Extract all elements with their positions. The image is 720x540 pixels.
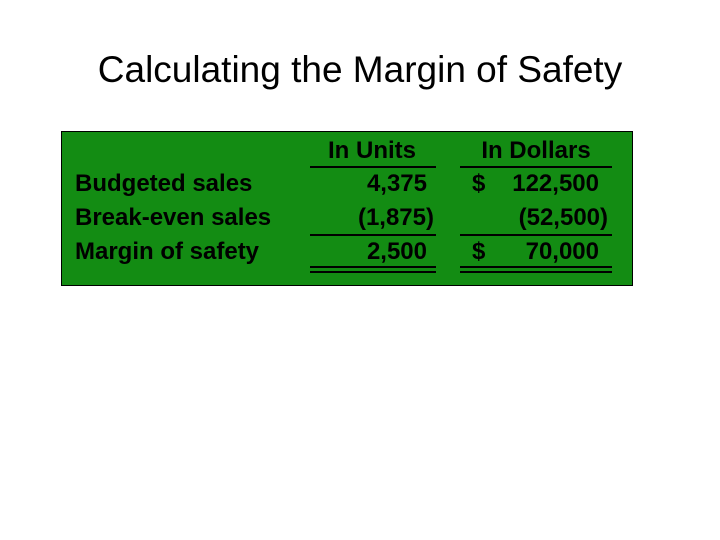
header-underline-units xyxy=(310,166,436,168)
break-even-sales-units: (1,875) xyxy=(357,204,434,231)
row-label-budgeted-sales: Budgeted sales xyxy=(75,170,253,197)
margin-of-safety-dollar-sign: $ xyxy=(472,238,486,265)
budgeted-sales-units: 4,375 xyxy=(366,170,427,197)
total-double-underline-dollars-top xyxy=(460,266,612,268)
total-double-underline-units-top xyxy=(310,266,436,268)
row-label-margin-of-safety: Margin of safety xyxy=(75,238,260,265)
subtotal-underline-units xyxy=(310,234,436,236)
header-underline-dollars xyxy=(460,166,612,168)
total-double-underline-units-bottom xyxy=(310,271,436,273)
budgeted-sales-dollars: 122,500 xyxy=(512,170,599,197)
margin-of-safety-table: In Units In Dollars Budgeted sales 4,375… xyxy=(61,131,633,286)
margin-of-safety-units: 2,500 xyxy=(366,238,427,265)
margin-of-safety-dollars: 70,000 xyxy=(525,238,599,265)
budgeted-sales-dollar-sign: $ xyxy=(472,170,486,197)
break-even-sales-dollars: (52,500) xyxy=(518,204,608,231)
slide-title: Calculating the Margin of Safety xyxy=(97,49,623,90)
subtotal-underline-dollars xyxy=(460,234,612,236)
header-in-dollars: In Dollars xyxy=(481,137,591,164)
header-in-units: In Units xyxy=(328,137,416,164)
row-label-break-even-sales: Break-even sales xyxy=(75,204,272,231)
total-double-underline-dollars-bottom xyxy=(460,271,612,273)
